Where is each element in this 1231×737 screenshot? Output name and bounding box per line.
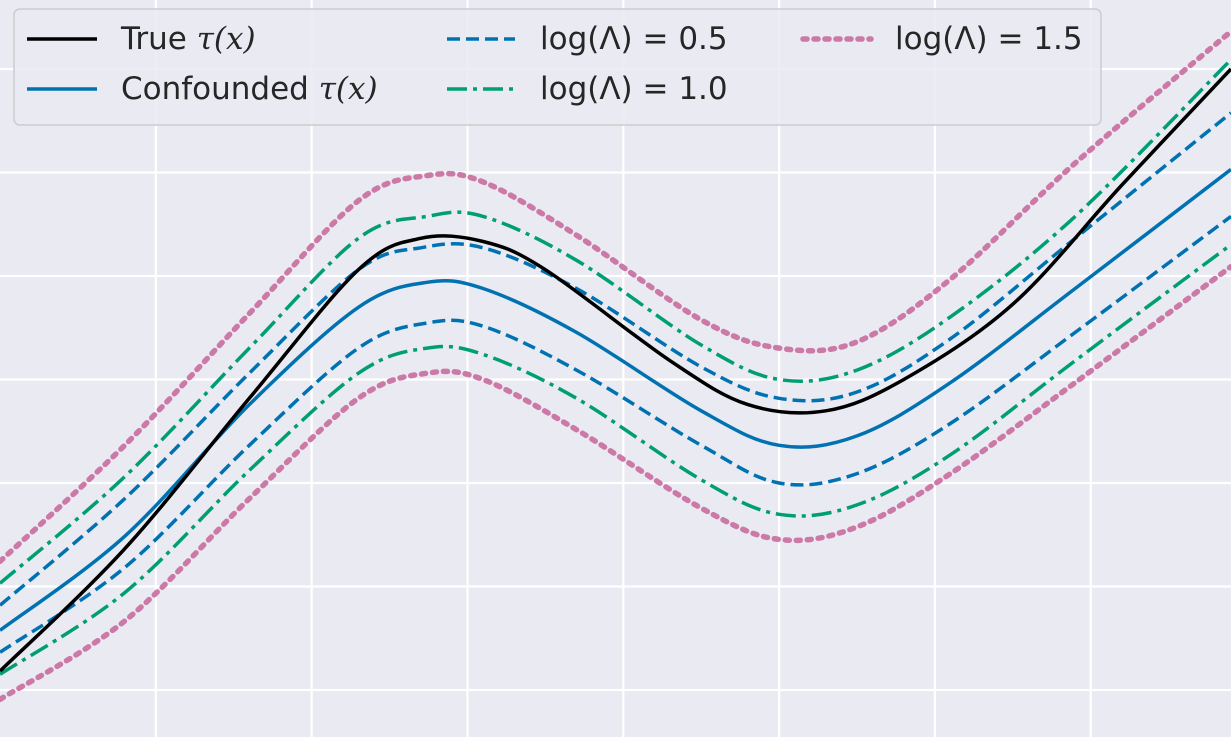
series-line-2 [0, 111, 1231, 607]
series-line-0 [0, 67, 1231, 673]
legend-label-lambda-1.0: log(Λ) = 1.0 [540, 71, 728, 107]
series-line-4 [0, 58, 1231, 585]
legend: True τ(x) Confounded τ(x) log(Λ) = 0.5 l… [13, 8, 1102, 126]
legend-label-confounded: Confounded τ(x) [121, 71, 378, 107]
series-line-6 [0, 28, 1231, 565]
legend-label-lambda-1.5: log(Λ) = 1.5 [895, 21, 1083, 57]
series-line-3 [0, 214, 1231, 654]
legend-label-true: True τ(x) [120, 21, 256, 57]
plot-lines [0, 28, 1231, 703]
series-line-7 [0, 263, 1231, 703]
series-line-5 [0, 243, 1231, 676]
legend-label-lambda-0.5: log(Λ) = 0.5 [540, 21, 728, 57]
